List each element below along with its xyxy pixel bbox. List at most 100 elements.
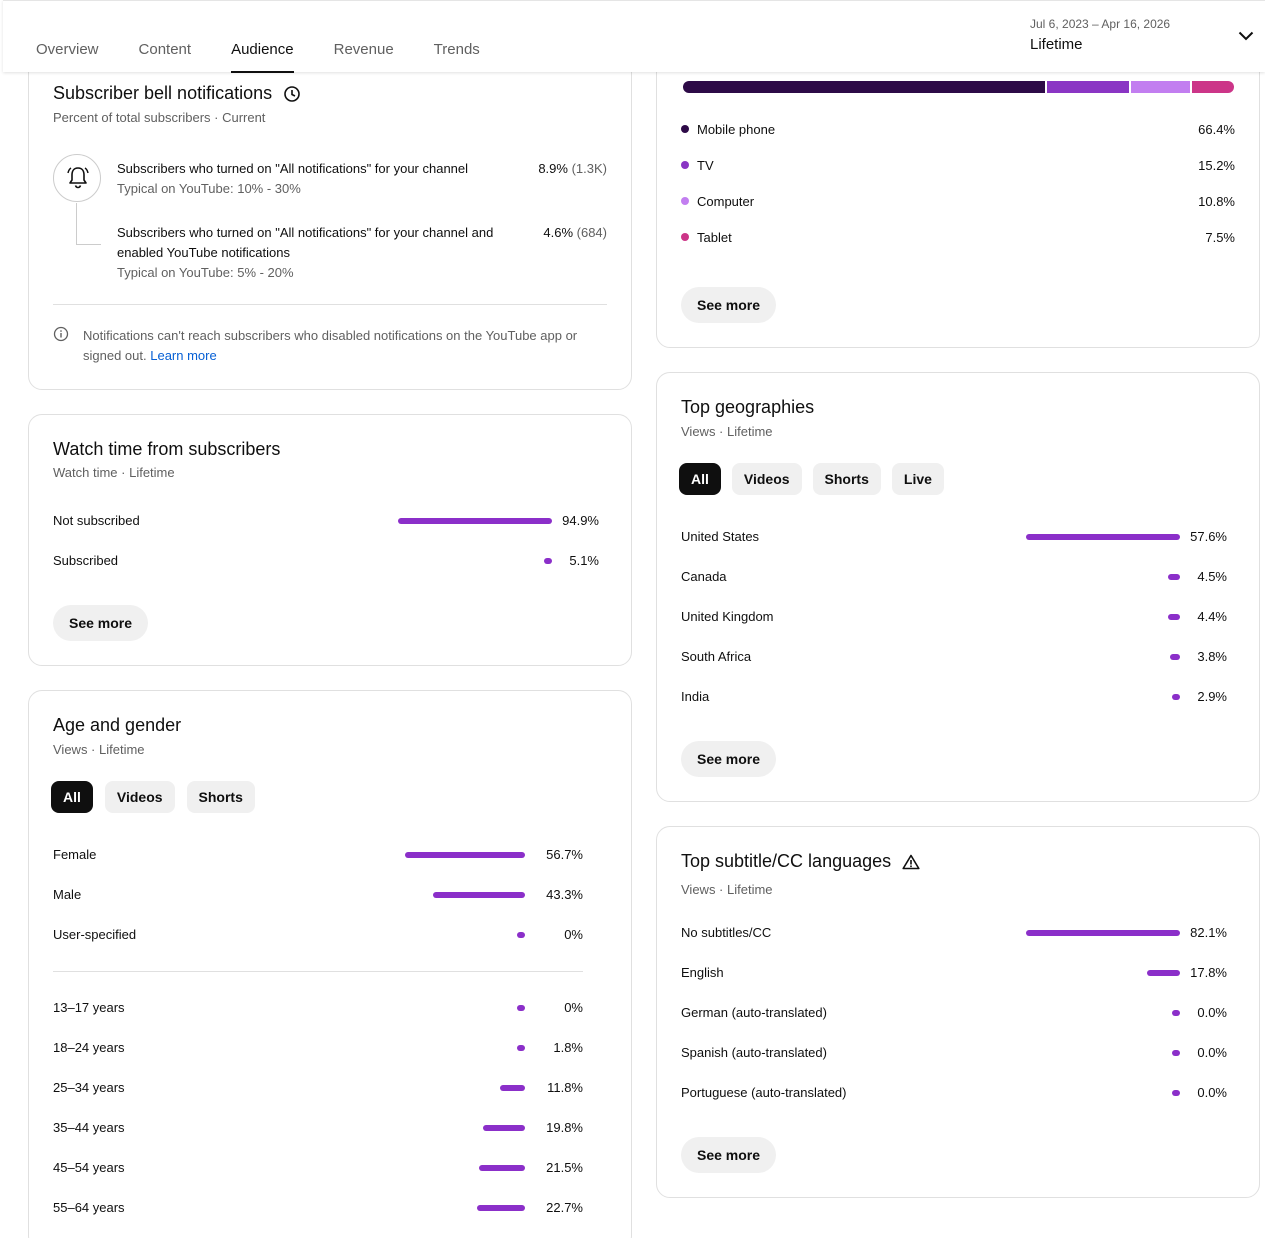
legend-dot: [681, 161, 689, 169]
list-item: India 2.9%: [681, 687, 1227, 707]
list-item: English 17.8%: [681, 963, 1227, 983]
see-more-button[interactable]: See more: [681, 287, 777, 323]
segment-mobile: [683, 81, 1045, 93]
card-title: Watch time from subscribers: [53, 439, 281, 459]
percent-bar: [1172, 694, 1180, 700]
typical-range: Typical on YouTube: 10% - 30%: [117, 181, 301, 196]
typical-range: Typical on YouTube: 5% - 20%: [117, 265, 294, 280]
list-item: German (auto-translated) 0.0%: [681, 1003, 1227, 1023]
row-label: 35–44 years: [53, 1120, 125, 1135]
bell-icon: [67, 167, 89, 189]
row-value: 0%: [564, 1000, 583, 1015]
filter-shorts[interactable]: Shorts: [812, 463, 881, 495]
list-item: 45–54 years 21.5%: [53, 1158, 583, 1178]
row-value: 5.1%: [569, 553, 599, 568]
card-subtitle: Watch time · Lifetime: [53, 465, 175, 480]
filter-all[interactable]: All: [51, 781, 93, 813]
analytics-tabs: Overview Content Audience Revenue Trends: [36, 1, 520, 73]
percent-bar: [477, 1205, 525, 1211]
card-subtitle: Views · Lifetime: [681, 882, 773, 897]
list-item: South Africa 3.8%: [681, 647, 1227, 667]
percent-bar: [517, 1005, 525, 1011]
card-subtitle: Views · Lifetime: [681, 424, 773, 439]
filter-videos[interactable]: Videos: [104, 781, 175, 813]
row-label: South Africa: [681, 649, 752, 664]
date-range-selector[interactable]: Jul 6, 2023 – Apr 16, 2026 Lifetime: [1030, 17, 1260, 61]
row-label: English: [681, 965, 724, 980]
percent-bar: [1168, 574, 1180, 580]
percent-bar: [1170, 654, 1180, 660]
row-label: Male: [53, 887, 82, 902]
list-item: 55–64 years 22.7%: [53, 1198, 583, 1218]
tab-trends[interactable]: Trends: [433, 41, 480, 58]
percent-bar: [433, 892, 525, 898]
row-label: India: [681, 689, 710, 704]
percent-bar: [517, 932, 525, 938]
percent-bar: [1026, 534, 1180, 540]
percent-bar: [1172, 1010, 1180, 1016]
age-gender-card: Age and gender Views · Lifetime All Vide…: [28, 690, 632, 1238]
percent-bar: [1172, 1050, 1180, 1056]
list-item: Not subscribed 94.9%: [53, 511, 599, 531]
row-value: 1.8%: [553, 1040, 583, 1055]
chevron-down-icon: [1238, 31, 1254, 41]
row-label: No subtitles/CC: [681, 925, 772, 940]
all-notifications-value: 8.9%: [538, 161, 568, 176]
list-item: 35–44 years 19.8%: [53, 1118, 583, 1138]
row-value: 4.4%: [1197, 609, 1227, 624]
percent-bar: [405, 852, 525, 858]
info-icon: [53, 326, 69, 342]
row-label: 25–34 years: [53, 1080, 125, 1095]
segment-computer: [1131, 81, 1190, 93]
see-more-button[interactable]: See more: [681, 741, 777, 777]
row-label: Female: [53, 847, 97, 862]
row-label: User-specified: [53, 927, 137, 942]
list-item: No subtitles/CC 82.1%: [681, 923, 1227, 943]
notifications-note: Notifications can't reach subscribers wh…: [83, 328, 578, 363]
list-item: United Kingdom 4.4%: [681, 607, 1227, 627]
tab-revenue[interactable]: Revenue: [333, 41, 394, 58]
legend-item: Computer 10.8%: [681, 193, 1235, 211]
list-item: Female 56.7%: [53, 845, 583, 865]
divider: [53, 971, 583, 972]
percent-bar: [479, 1165, 525, 1171]
filter-videos[interactable]: Videos: [731, 463, 802, 495]
row-value: 0.0%: [1197, 1045, 1227, 1060]
row-value: 11.8%: [547, 1080, 583, 1095]
row-value: 94.9%: [562, 513, 599, 528]
tab-content[interactable]: Content: [138, 41, 192, 58]
row-label: United States: [681, 529, 760, 544]
legend-dot: [681, 197, 689, 205]
row-value: 17.8%: [1190, 965, 1227, 980]
legend-value: 15.2%: [1198, 158, 1235, 173]
filter-all[interactable]: All: [679, 463, 721, 495]
row-value: 0.0%: [1197, 1005, 1227, 1020]
bell-notifications-card: Subscriber bell notifications Percent of…: [28, 40, 632, 390]
percent-bar: [1026, 930, 1180, 936]
filter-live[interactable]: Live: [891, 463, 944, 495]
learn-more-link[interactable]: Learn more: [150, 348, 217, 363]
card-subtitle: Percent of total subscribers · Current: [53, 110, 266, 125]
list-item: Subscribed 5.1%: [53, 551, 599, 571]
see-more-button[interactable]: See more: [681, 1137, 777, 1173]
see-more-button[interactable]: See more: [53, 605, 149, 641]
card-title: Age and gender: [53, 715, 182, 735]
row-label: Subscribed: [53, 553, 119, 568]
filter-shorts[interactable]: Shorts: [186, 781, 255, 813]
list-item: Male 43.3%: [53, 885, 583, 905]
percent-bar: [544, 558, 552, 564]
clock-icon: [284, 85, 300, 102]
warning-icon[interactable]: [902, 854, 920, 870]
legend-value: 7.5%: [1205, 230, 1235, 245]
card-title: Top geographies: [681, 397, 815, 417]
tab-audience[interactable]: Audience: [231, 1, 294, 73]
legend-label: Computer: [697, 194, 755, 209]
row-value: 22.7%: [546, 1200, 583, 1215]
legend-dot: [681, 125, 689, 133]
tab-overview[interactable]: Overview: [36, 41, 99, 58]
top-bar: Overview Content Audience Revenue Trends…: [3, 0, 1265, 73]
device-type-card: Mobile phone 66.4% TV 15.2% Computer 10.…: [656, 20, 1260, 348]
all-notifications-count: (1.3K): [571, 161, 607, 176]
row-value: 0.0%: [1197, 1085, 1227, 1100]
row-label: United Kingdom: [681, 609, 774, 624]
